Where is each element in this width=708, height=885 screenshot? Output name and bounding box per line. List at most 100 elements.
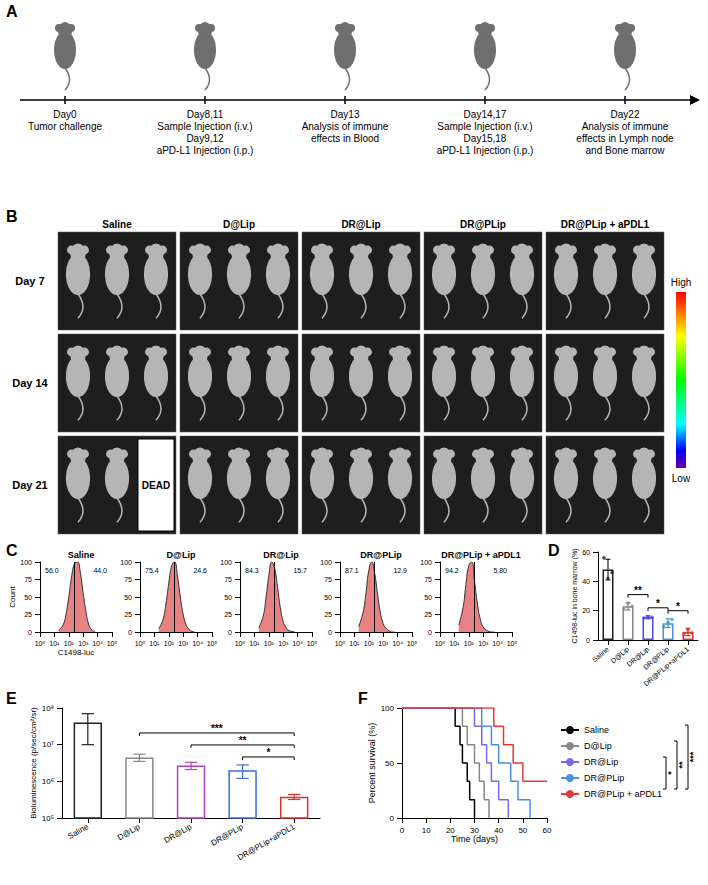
- svg-text:Sample Injection (i.v.): Sample Injection (i.v.): [157, 121, 252, 132]
- svg-text:87.1: 87.1: [345, 567, 359, 574]
- svg-text:DR@Lip: DR@Lip: [584, 757, 618, 767]
- svg-text:50: 50: [224, 594, 232, 601]
- svg-text:10⁴: 10⁴: [492, 640, 503, 647]
- svg-text:Percent survival (%): Percent survival (%): [367, 723, 377, 804]
- svg-text:DR@Lip: DR@Lip: [163, 822, 194, 845]
- svg-text:30: 30: [470, 826, 479, 835]
- svg-text:40: 40: [494, 826, 503, 835]
- svg-text:*: *: [666, 771, 676, 775]
- svg-text:effects in Lymph node: effects in Lymph node: [576, 133, 674, 144]
- svg-text:High: High: [671, 277, 692, 288]
- svg-text:DR@Lip: DR@Lip: [341, 219, 380, 230]
- svg-text:25: 25: [324, 611, 332, 618]
- svg-text:50: 50: [124, 594, 132, 601]
- svg-text:56.0: 56.0: [45, 567, 59, 574]
- svg-text:5.80: 5.80: [493, 567, 507, 574]
- svg-text:Saline: Saline: [68, 550, 95, 560]
- svg-text:50: 50: [24, 594, 32, 601]
- svg-text:and Bone marrow: and Bone marrow: [586, 145, 666, 156]
- svg-text:0: 0: [428, 629, 432, 636]
- svg-text:DR@PLip: DR@PLip: [360, 550, 402, 560]
- svg-text:75: 75: [24, 576, 32, 583]
- svg-text:10⁰: 10⁰: [435, 640, 446, 647]
- svg-text:Day14,17: Day14,17: [464, 109, 507, 120]
- svg-text:25: 25: [124, 611, 132, 618]
- svg-text:10¹: 10¹: [249, 640, 260, 647]
- svg-text:10³: 10³: [178, 640, 189, 647]
- svg-text:10⁷: 10⁷: [42, 740, 54, 749]
- svg-text:10⁴: 10⁴: [392, 640, 403, 647]
- svg-text:C1498-luc in bone marrow (%): C1498-luc in bone marrow (%): [571, 549, 579, 644]
- svg-text:75: 75: [224, 576, 232, 583]
- svg-text:100: 100: [381, 704, 395, 713]
- svg-text:10⁰: 10⁰: [35, 640, 46, 647]
- svg-text:10⁴: 10⁴: [192, 640, 203, 647]
- svg-text:D@Lip: D@Lip: [116, 822, 142, 842]
- svg-text:100: 100: [20, 559, 32, 566]
- svg-text:10¹: 10¹: [349, 640, 360, 647]
- svg-text:Tumor challenge: Tumor challenge: [28, 121, 103, 132]
- svg-text:100: 100: [120, 559, 132, 566]
- svg-text:10²: 10²: [164, 640, 175, 647]
- svg-text:0: 0: [228, 629, 232, 636]
- svg-text:***: ***: [211, 723, 223, 734]
- svg-text:20: 20: [582, 607, 590, 614]
- svg-text:75: 75: [124, 576, 132, 583]
- svg-text:Day9,12: Day9,12: [186, 133, 224, 144]
- svg-text:Day 14: Day 14: [12, 377, 48, 389]
- svg-text:B: B: [6, 208, 18, 225]
- svg-text:10⁸: 10⁸: [42, 704, 54, 713]
- svg-text:Low: Low: [672, 473, 691, 484]
- svg-text:*: *: [656, 598, 660, 609]
- svg-text:DR@PLip: DR@PLip: [584, 773, 624, 783]
- svg-text:Saline: Saline: [66, 822, 90, 841]
- svg-text:DR@PLip+aPDL1: DR@PLip+aPDL1: [236, 822, 297, 862]
- svg-text:10⁰: 10⁰: [235, 640, 246, 647]
- svg-text:Day 21: Day 21: [12, 479, 47, 491]
- svg-text:Saline: Saline: [584, 725, 609, 735]
- svg-text:0: 0: [328, 629, 332, 636]
- svg-text:10⁵: 10⁵: [207, 640, 218, 647]
- svg-text:10⁴: 10⁴: [292, 640, 303, 647]
- svg-text:0: 0: [400, 826, 405, 835]
- svg-text:Time (days): Time (days): [451, 834, 498, 844]
- svg-text:0: 0: [128, 629, 132, 636]
- svg-text:10¹: 10¹: [449, 640, 460, 647]
- svg-text:A: A: [6, 3, 18, 20]
- svg-text:10⁵: 10⁵: [42, 814, 54, 823]
- svg-text:*: *: [266, 747, 270, 758]
- svg-text:10⁰: 10⁰: [335, 640, 346, 647]
- svg-text:aPD-L1 Injection (i.p.): aPD-L1 Injection (i.p.): [157, 145, 254, 156]
- svg-text:25: 25: [224, 611, 232, 618]
- svg-text:50: 50: [385, 759, 394, 768]
- svg-text:10⁵: 10⁵: [507, 640, 518, 647]
- svg-text:Day13: Day13: [331, 109, 360, 120]
- svg-text:10²: 10²: [264, 640, 275, 647]
- svg-text:100: 100: [320, 559, 332, 566]
- svg-text:25: 25: [24, 611, 32, 618]
- svg-text:10³: 10³: [478, 640, 489, 647]
- svg-text:10⁵: 10⁵: [107, 640, 118, 647]
- svg-text:Day0: Day0: [53, 109, 77, 120]
- svg-text:84.3: 84.3: [245, 567, 259, 574]
- svg-text:Day22: Day22: [611, 109, 640, 120]
- svg-text:DR@Lip: DR@Lip: [263, 550, 299, 560]
- svg-text:Day8,11: Day8,11: [187, 109, 224, 120]
- svg-text:**: **: [634, 585, 642, 596]
- svg-text:10: 10: [422, 826, 431, 835]
- svg-text:60: 60: [543, 826, 552, 835]
- svg-text:24.6: 24.6: [193, 567, 207, 574]
- svg-text:Bioluminescence (p/sec/cm²/sr): Bioluminescence (p/sec/cm²/sr): [29, 707, 38, 819]
- svg-text:DR@PLip + aPDL1: DR@PLip + aPDL1: [561, 219, 650, 230]
- svg-text:50: 50: [518, 826, 527, 835]
- svg-text:10⁵: 10⁵: [407, 640, 418, 647]
- svg-text:25: 25: [424, 611, 432, 618]
- svg-text:20: 20: [446, 826, 455, 835]
- svg-text:75: 75: [324, 576, 332, 583]
- svg-text:Count: Count: [8, 586, 17, 608]
- svg-text:E: E: [6, 690, 17, 707]
- svg-text:DR@PLip + aPDL1: DR@PLip + aPDL1: [441, 550, 521, 560]
- svg-text:C: C: [6, 542, 18, 559]
- svg-text:50: 50: [324, 594, 332, 601]
- svg-text:10¹: 10¹: [49, 640, 60, 647]
